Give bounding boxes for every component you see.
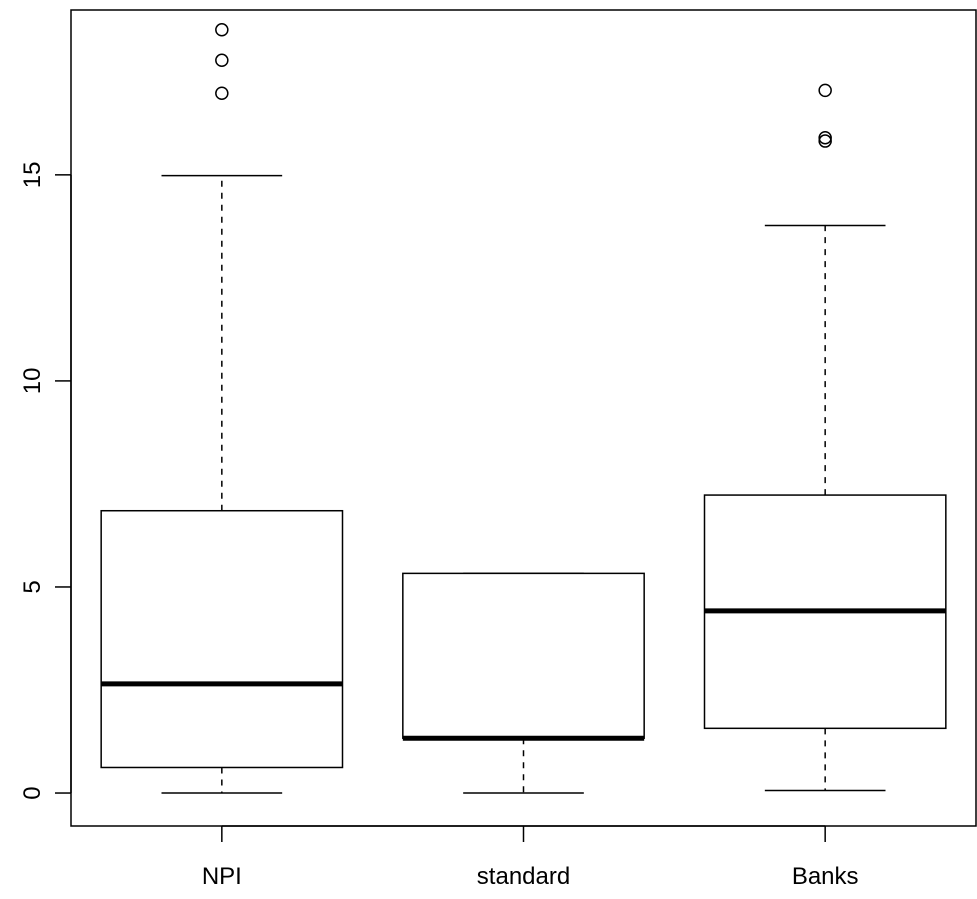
y-tick-label: 0 bbox=[19, 786, 46, 799]
iqr-box bbox=[402, 572, 645, 739]
outlier-point bbox=[818, 131, 832, 145]
iqr-box bbox=[100, 509, 344, 769]
axes-layer: NPI standard Banks 0 5 10 15 bbox=[19, 161, 859, 890]
outlier-point bbox=[818, 83, 832, 98]
plot-frame bbox=[70, 9, 977, 827]
outlier-point bbox=[215, 53, 229, 68]
y-tick-label: 10 bbox=[19, 368, 46, 395]
outlier-point bbox=[215, 23, 229, 37]
x-tick-label: NPI bbox=[202, 863, 242, 890]
y-tick-label: 15 bbox=[19, 161, 46, 188]
x-tick-label: standard bbox=[477, 863, 570, 890]
box-group-standard bbox=[402, 572, 645, 794]
x-tick-label: Banks bbox=[792, 863, 859, 890]
y-tick-label: 5 bbox=[19, 580, 46, 593]
outlier-point bbox=[818, 134, 832, 148]
box-group-npi bbox=[100, 23, 344, 794]
outlier-point bbox=[215, 86, 229, 100]
box-group-banks bbox=[703, 83, 947, 792]
boxes-layer bbox=[100, 23, 947, 794]
